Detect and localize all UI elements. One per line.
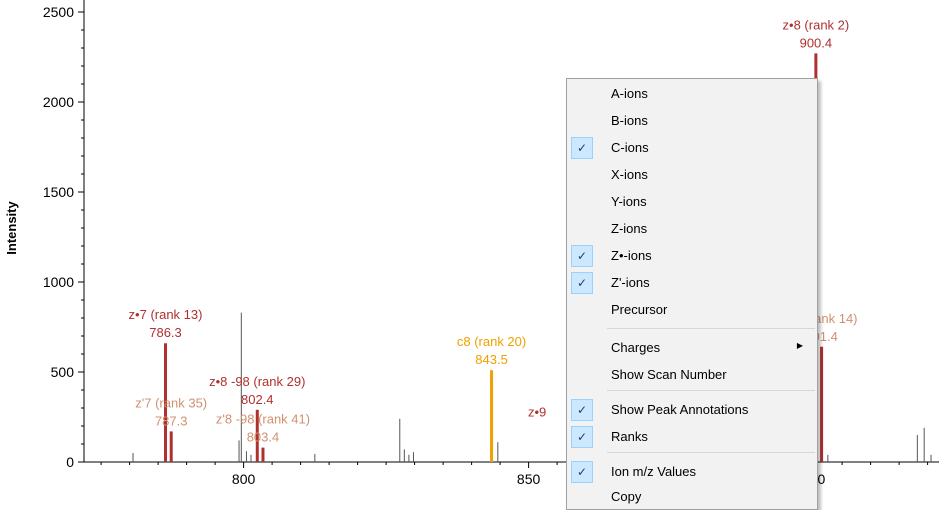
y-tick-label: 2500 (43, 4, 74, 20)
checkmark-icon: ✓ (571, 426, 593, 448)
peak-annotation-mz: 803.4 (247, 430, 280, 445)
peak-annotation-label: z•9 (528, 404, 546, 419)
y-axis-label: Intensity (4, 201, 19, 255)
menu-item-label: Ion m/z Values (611, 464, 697, 479)
menu-item-label: A-ions (611, 86, 648, 101)
menu-item-z-ions[interactable]: Z-ions (567, 217, 817, 241)
menu-item-ion-m-z-values[interactable]: ✓ Ion m/z Values (567, 460, 817, 484)
menu-item-show-peak-annotations[interactable]: ✓ Show Peak Annotations (567, 398, 817, 422)
checkmark-icon: ✓ (571, 137, 593, 159)
menu-item-copy[interactable]: Copy (567, 485, 817, 509)
menu-item-label: C-ions (611, 140, 649, 155)
menu-item-z-ions[interactable]: ✓ Z'-ions (567, 271, 817, 295)
chart-annotations: z•7 (rank 13) 786.3 z'7 (rank 35) 787.3 z•8 … (129, 17, 858, 444)
menu-item-y-ions[interactable]: Y-ions (567, 190, 817, 214)
peak-annotation-mz: 802.4 (241, 392, 274, 407)
menu-item-label: X-ions (611, 167, 648, 182)
menu-item-label: Z-ions (611, 221, 648, 236)
menu-item-label: Z•-ions (611, 248, 652, 263)
peak-annotation-label: z•8 (rank 2) (783, 17, 850, 32)
menu-separator (607, 452, 815, 453)
menu-item-ranks[interactable]: ✓ Ranks (567, 425, 817, 449)
menu-item-label: Y-ions (611, 194, 647, 209)
menu-separator (607, 390, 815, 391)
menu-item-label: Show Peak Annotations (611, 402, 749, 417)
menu-item-label: Precursor (611, 302, 668, 317)
peak-annotation-mz: 786.3 (149, 325, 182, 340)
y-tick-label: 0 (66, 454, 74, 470)
menu-item-x-ions[interactable]: X-ions (567, 163, 817, 187)
menu-item-label: Charges (611, 340, 661, 355)
menu-item-z-ions[interactable]: ✓ Z•-ions (567, 244, 817, 268)
menu-item-precursor[interactable]: Precursor (567, 298, 817, 322)
menu-item-label: Z'-ions (611, 275, 650, 290)
menu-separator (607, 328, 815, 329)
menu-item-label: B-ions (611, 113, 648, 128)
menu-item-c-ions[interactable]: ✓ C-ions (567, 136, 817, 160)
peak-annotation-mz: 843.5 (475, 352, 508, 367)
peak-annotation-label: z'7 (rank 35) (135, 395, 207, 410)
chart-axes: 05001000150020002500800850900 (43, 0, 939, 487)
menu-item-label: Show Scan Number (611, 367, 727, 382)
menu-item-b-ions[interactable]: B-ions (567, 109, 817, 133)
peak-annotation-label: z•8 -98 (rank 29) (209, 374, 305, 389)
y-tick-label: 1500 (43, 184, 74, 200)
y-tick-label: 2000 (43, 94, 74, 110)
menu-item-label: Copy (611, 489, 642, 504)
x-tick-label: 850 (517, 471, 541, 487)
menu-item-a-ions[interactable]: A-ions (567, 82, 817, 106)
menu-item-charges[interactable]: Charges ▶ (567, 336, 817, 360)
submenu-arrow-icon: ▶ (796, 341, 803, 350)
checkmark-icon: ✓ (571, 399, 593, 421)
menu-item-label: Ranks (611, 429, 648, 444)
context-menu: A-ions B-ions ✓ C-ions X-ions Y-ions Z-ions ✓ Z•… (566, 78, 818, 510)
peak-annotation-mz: 787.3 (155, 413, 188, 428)
peak-annotation-label: z•7 (rank 13) (129, 307, 203, 322)
x-tick-label: 800 (232, 471, 256, 487)
menu-item-show-scan-number[interactable]: Show Scan Number (567, 363, 817, 387)
checkmark-icon: ✓ (571, 245, 593, 267)
peak-annotation-label: z'8 -98 (rank 41) (216, 412, 310, 427)
checkmark-icon: ✓ (571, 272, 593, 294)
y-tick-label: 1000 (43, 274, 74, 290)
y-tick-label: 500 (51, 364, 75, 380)
peak-annotation-label: c8 (rank 20) (457, 334, 526, 349)
peak-annotation-mz: 900.4 (800, 35, 833, 50)
checkmark-icon: ✓ (571, 461, 593, 483)
